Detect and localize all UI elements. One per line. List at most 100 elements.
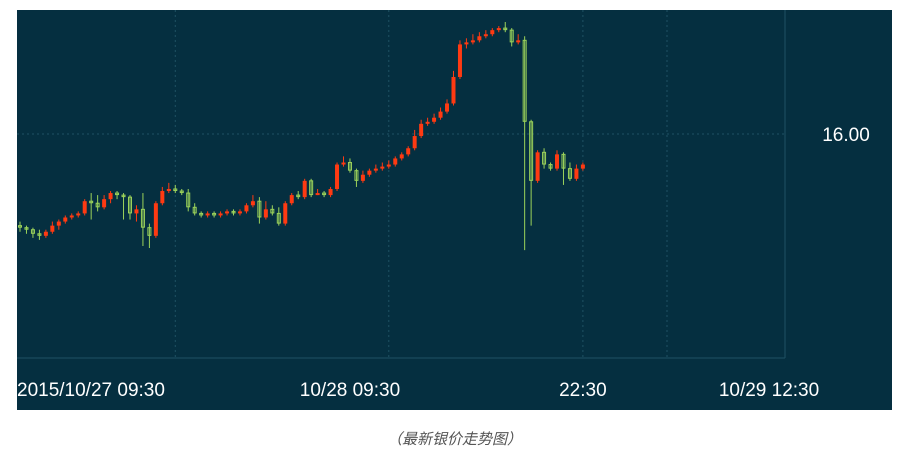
candle-body-up: [237, 211, 242, 214]
candle-body-up: [425, 121, 430, 124]
candle-body-down: [276, 212, 281, 224]
candle-68: [457, 40, 462, 80]
candle-42: [289, 193, 294, 206]
candle-body-up: [451, 76, 456, 104]
candle-62: [419, 119, 424, 139]
candlestick-chart: 16.00 2015/10/27 09:30 10/28 09:30 22:30 10/…: [17, 10, 870, 401]
candle-9: [76, 211, 81, 218]
candle-70: [470, 34, 475, 45]
candle-36: [250, 195, 255, 208]
candle-46: [315, 188, 320, 196]
candle-body-up: [166, 188, 171, 192]
candle-body-up: [516, 40, 521, 43]
candle-24: [173, 184, 178, 194]
candle-body-up: [76, 213, 81, 216]
candle-body-up: [341, 162, 346, 165]
candle-body-up: [380, 166, 385, 169]
candle-body-up: [386, 164, 391, 167]
candle-5: [50, 221, 55, 234]
candle-35: [244, 203, 249, 214]
chart-panel: 16.00 2015/10/27 09:30 10/28 09:30 22:30 10/…: [17, 10, 892, 410]
candle-79: [529, 119, 534, 226]
candle-body-up: [438, 111, 443, 118]
candle-1: [24, 225, 29, 234]
candle-body-up: [218, 213, 223, 216]
candle-body-up: [82, 201, 87, 214]
candle-84: [561, 152, 566, 185]
chart-caption: （最新银价走势图）: [386, 430, 522, 448]
candle-61: [412, 129, 417, 151]
candle-body-down: [309, 180, 314, 196]
candle-3: [37, 229, 42, 240]
candle-body-down: [147, 227, 152, 236]
candle-body-up: [43, 231, 48, 236]
candle-0: [18, 221, 22, 232]
candle-body-up: [244, 205, 249, 212]
candle-body-down: [121, 194, 126, 198]
candle-body-up: [56, 221, 61, 226]
candle-body-up: [580, 164, 585, 169]
candle-body-up: [250, 201, 255, 206]
candle-77: [516, 34, 521, 45]
candle-body-down: [173, 188, 178, 192]
x-tick-label-3: 10/29 12:30: [719, 380, 819, 401]
candle-85: [567, 162, 572, 181]
candle-body-down: [509, 29, 514, 43]
candle-body-up: [535, 152, 540, 181]
candle-26: [186, 188, 191, 212]
candle-82: [548, 162, 553, 171]
candle-body-down: [270, 208, 275, 214]
candle-51: [347, 158, 352, 173]
candle-34: [237, 209, 242, 216]
candle-18: [134, 205, 139, 222]
candle-29: [205, 211, 210, 218]
candle-43: [296, 191, 301, 200]
candle-body-down: [231, 210, 236, 214]
candle-body-up: [490, 30, 495, 35]
candle-body-down: [89, 200, 94, 204]
x-tick-label-2: 22:30: [559, 380, 607, 401]
candle-body-down: [548, 164, 553, 169]
candle-8: [69, 213, 74, 220]
candle-body-up: [477, 36, 482, 41]
candle-body-down: [115, 192, 120, 196]
candle-body-up: [63, 217, 68, 222]
candle-body-down: [529, 121, 534, 181]
candle-body-up: [69, 215, 74, 218]
candle-33: [231, 209, 236, 216]
candle-7: [63, 215, 68, 224]
candle-71: [477, 32, 482, 43]
candle-body-up: [412, 136, 417, 149]
candle-body-up: [328, 188, 333, 196]
candle-48: [328, 186, 333, 198]
candle-body-down: [199, 212, 204, 216]
candle-body-down: [296, 194, 301, 198]
candle-25: [179, 188, 184, 196]
candle-49: [335, 162, 340, 192]
candle-body-down: [542, 151, 547, 165]
candle-44: [302, 178, 307, 200]
candle-16: [121, 193, 126, 220]
candle-22: [160, 186, 165, 206]
candle-body-up: [367, 170, 372, 175]
candle-69: [464, 38, 469, 49]
candle-57: [386, 160, 391, 169]
candle-15: [115, 191, 120, 200]
candle-body-up: [373, 168, 378, 171]
candle-28: [199, 211, 204, 218]
candle-body-down: [257, 200, 262, 218]
candle-body-down: [140, 208, 145, 228]
grid-layer: [17, 10, 786, 359]
candle-10: [82, 199, 87, 216]
candle-body-down: [347, 162, 352, 171]
candle-23: [166, 182, 171, 194]
candle-layer: [18, 22, 585, 251]
candle-80: [535, 150, 540, 183]
candle-body-up: [445, 103, 450, 112]
candle-12: [95, 195, 100, 212]
candle-body-down: [186, 192, 191, 208]
candle-body-up: [302, 180, 307, 198]
candle-53: [360, 170, 365, 183]
candle-41: [283, 201, 288, 226]
candle-body-up: [50, 225, 55, 232]
